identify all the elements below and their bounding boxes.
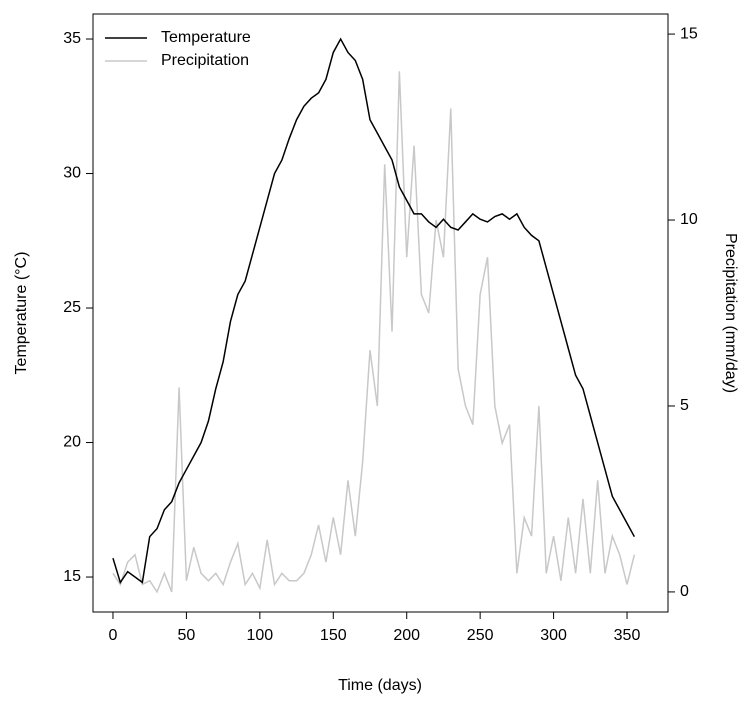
y-tick-label: 20 bbox=[63, 434, 81, 451]
y2-tick-label: 0 bbox=[680, 583, 689, 600]
y-tick-label: 35 bbox=[63, 30, 81, 47]
series-line bbox=[112, 37, 636, 585]
y-tick-label: 25 bbox=[63, 299, 81, 316]
x-tick-label: 200 bbox=[393, 627, 420, 644]
legend-label: Temperature bbox=[161, 29, 251, 46]
x-tick-label: 250 bbox=[467, 627, 494, 644]
y2-axis-label: Precipitation (mm/day) bbox=[722, 233, 739, 393]
x-tick-label: 50 bbox=[178, 627, 196, 644]
y2-tick-label: 10 bbox=[680, 211, 698, 228]
y2-tick-label: 15 bbox=[680, 25, 698, 42]
x-tick-label: 150 bbox=[320, 627, 347, 644]
x-tick-label: 100 bbox=[246, 627, 273, 644]
x-tick-label: 300 bbox=[540, 627, 567, 644]
series-line bbox=[112, 71, 636, 594]
y2-tick-label: 5 bbox=[680, 397, 689, 414]
x-tick-label: 0 bbox=[109, 627, 118, 644]
x-tick-label: 350 bbox=[614, 627, 641, 644]
legend-label: Precipitation bbox=[161, 52, 249, 69]
plot-frame bbox=[92, 13, 669, 613]
y-tick-label: 15 bbox=[63, 568, 81, 585]
x-axis-label: Time (days) bbox=[338, 677, 422, 694]
y-tick-label: 30 bbox=[63, 165, 81, 182]
y-axis-label: Temperature (°C) bbox=[13, 252, 30, 375]
